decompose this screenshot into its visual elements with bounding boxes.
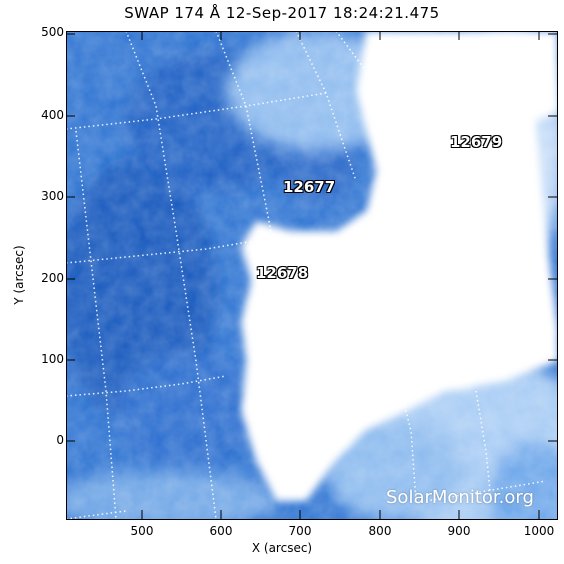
x-tick-label: 900 bbox=[447, 524, 471, 538]
y-axis-title: Y (arcsec) bbox=[12, 245, 26, 305]
region-label-12677: 12677 bbox=[283, 178, 336, 196]
x-tick-label: 1000 bbox=[523, 524, 555, 538]
x-tick-label: 600 bbox=[209, 524, 233, 538]
y-tick-label: 400 bbox=[41, 108, 64, 122]
y-tick-label: 300 bbox=[41, 189, 64, 203]
y-tick-label: 500 bbox=[41, 25, 64, 39]
region-label-12679: 12679 bbox=[450, 133, 503, 151]
y-tick-label: 100 bbox=[41, 352, 64, 366]
credit-watermark: SolarMonitor.org bbox=[386, 487, 534, 508]
x-tick-label: 700 bbox=[288, 524, 312, 538]
solar-image bbox=[66, 31, 558, 519]
image-title: SWAP 174 Å 12-Sep-2017 18:24:21.475 bbox=[124, 4, 440, 22]
swap-euv-image bbox=[66, 31, 558, 519]
x-tick-label: 800 bbox=[368, 524, 392, 538]
y-tick-label: 0 bbox=[56, 433, 64, 447]
x-tick-label: 500 bbox=[130, 524, 154, 538]
y-tick-label: 200 bbox=[41, 271, 64, 285]
x-axis-title: X (arcsec) bbox=[251, 541, 313, 555]
region-label-12678: 12678 bbox=[256, 264, 309, 282]
